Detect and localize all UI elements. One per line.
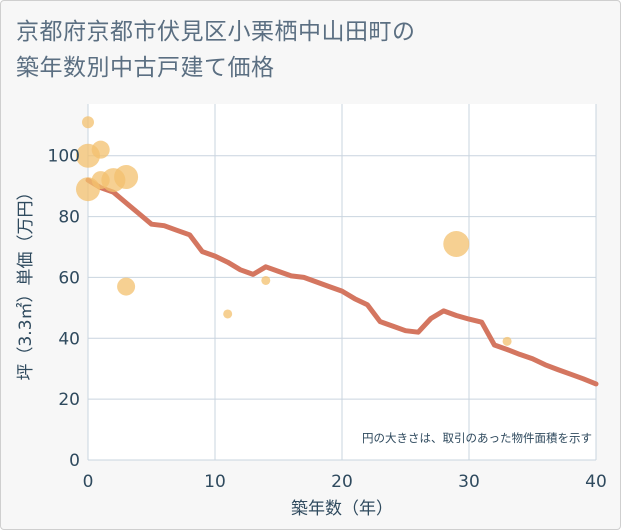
bubbles	[76, 116, 512, 346]
data-point	[91, 140, 110, 159]
data-point	[261, 275, 271, 285]
y-tick-label: 0	[69, 451, 80, 471]
x-tick-label: 10	[204, 472, 226, 492]
y-tick-labels: 0 20 40 60 80 100	[48, 147, 80, 471]
y-tick-label: 80	[58, 208, 80, 228]
trend-layer	[85, 177, 599, 387]
x-tick-label: 20	[331, 472, 353, 492]
x-tick-labels: 0 10 20 30 40	[83, 472, 607, 492]
y-tick-label: 40	[58, 329, 80, 349]
x-tick-label: 0	[83, 472, 94, 492]
data-point	[223, 309, 233, 319]
y-axis-label: 坪（3.3㎡）単価（万円）	[16, 183, 36, 380]
x-axis-label: 築年数（年）	[291, 499, 393, 519]
size-annotation: 円の大きさは、取引のあった物件面積を示す	[362, 431, 592, 445]
y-tick-label: 20	[58, 390, 80, 410]
title-line-1: 京都府京都市伏見区小栗栖中山田町の	[16, 19, 416, 45]
x-tick-label: 30	[458, 472, 480, 492]
data-point	[114, 165, 139, 190]
data-point	[117, 277, 136, 296]
chart-title: 京都府京都市伏見区小栗栖中山田町の 築年数別中古戸建て価格	[16, 14, 416, 86]
y-tick-label: 100	[48, 147, 80, 167]
data-point	[82, 116, 94, 129]
y-tick-label: 60	[58, 268, 80, 288]
title-line-2: 築年数別中古戸建て価格	[16, 55, 275, 81]
data-point	[443, 230, 470, 257]
x-tick-label: 40	[585, 472, 607, 492]
trend-line	[85, 177, 599, 387]
data-point	[502, 336, 512, 346]
